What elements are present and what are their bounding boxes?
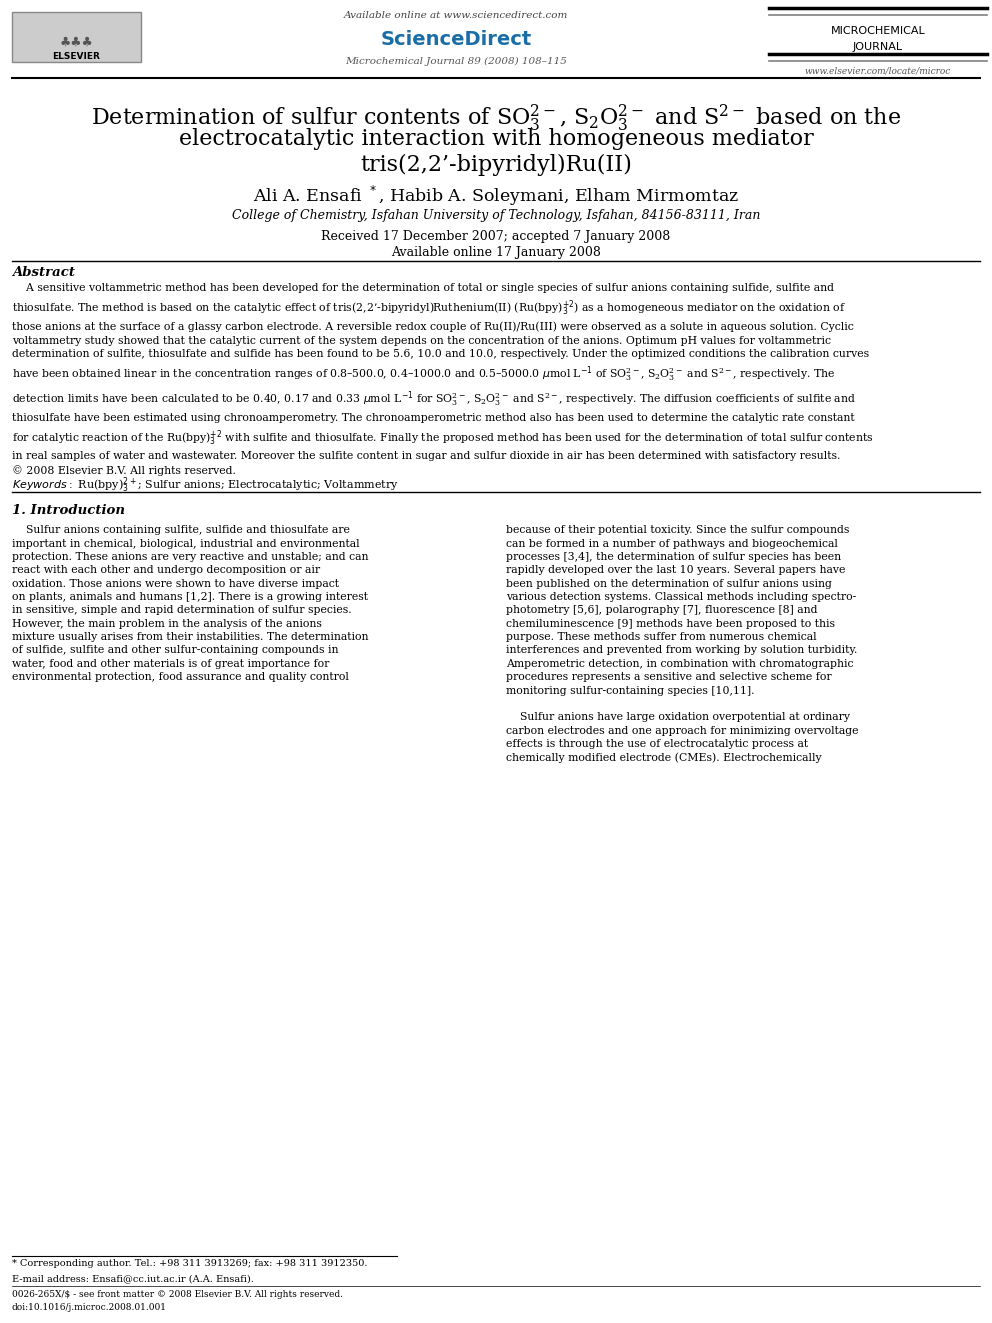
Text: www.elsevier.com/locate/microc: www.elsevier.com/locate/microc	[805, 66, 951, 75]
Text: 1. Introduction: 1. Introduction	[12, 504, 125, 517]
Text: Ali A. Ensafi $^*$, Habib A. Soleymani, Elham Mirmomtaz: Ali A. Ensafi $^*$, Habib A. Soleymani, …	[253, 184, 739, 208]
Text: $\it{Keywords:}$ Ru(bpy)$_3^{2+}$; Sulfur anions; Electrocatalytic; Voltammetry: $\it{Keywords:}$ Ru(bpy)$_3^{2+}$; Sulfu…	[12, 475, 399, 495]
Text: Determination of sulfur contents of $\mathregular{SO_3^{2-}}$, $\mathregular{S_2: Determination of sulfur contents of $\ma…	[91, 103, 901, 135]
Text: ScienceDirect: ScienceDirect	[381, 30, 532, 49]
Text: 0026-265X/$ - see front matter © 2008 Elsevier B.V. All rights reserved.: 0026-265X/$ - see front matter © 2008 El…	[12, 1290, 343, 1299]
Text: E-mail address: Ensafi@cc.iut.ac.ir (A.A. Ensafi).: E-mail address: Ensafi@cc.iut.ac.ir (A.A…	[12, 1274, 254, 1283]
Text: because of their potential toxicity. Since the sulfur compounds
can be formed in: because of their potential toxicity. Sin…	[506, 525, 858, 763]
Text: tris(2,2’-bipyridyl)Ru(II): tris(2,2’-bipyridyl)Ru(II)	[360, 153, 632, 176]
Bar	[12, 12, 141, 62]
Text: * Corresponding author. Tel.: +98 311 3913269; fax: +98 311 3912350.: * Corresponding author. Tel.: +98 311 39…	[12, 1259, 367, 1269]
Text: ♣♣♣: ♣♣♣	[60, 36, 93, 49]
Text: Abstract: Abstract	[12, 266, 75, 279]
Text: Available online 17 January 2008: Available online 17 January 2008	[391, 246, 601, 259]
Text: JOURNAL: JOURNAL	[853, 42, 903, 53]
Text: Microchemical Journal 89 (2008) 108–115: Microchemical Journal 89 (2008) 108–115	[345, 57, 567, 66]
Text: MICROCHEMICAL: MICROCHEMICAL	[830, 26, 926, 37]
Text: A sensitive voltammetric method has been developed for the determination of tota: A sensitive voltammetric method has been…	[12, 283, 874, 476]
Text: Sulfur anions containing sulfite, sulfide and thiosulfate are
important in chemi: Sulfur anions containing sulfite, sulfid…	[12, 525, 368, 683]
Text: Received 17 December 2007; accepted 7 January 2008: Received 17 December 2007; accepted 7 Ja…	[321, 230, 671, 243]
Text: College of Chemistry, Isfahan University of Technology, Isfahan, 84156-83111, Ir: College of Chemistry, Isfahan University…	[232, 209, 760, 222]
Text: electrocatalytic interaction with homogeneous mediator: electrocatalytic interaction with homoge…	[179, 128, 813, 151]
Text: ELSEVIER: ELSEVIER	[53, 53, 100, 61]
Text: Available online at www.sciencedirect.com: Available online at www.sciencedirect.co…	[344, 11, 568, 20]
Text: doi:10.1016/j.microc.2008.01.001: doi:10.1016/j.microc.2008.01.001	[12, 1303, 167, 1312]
